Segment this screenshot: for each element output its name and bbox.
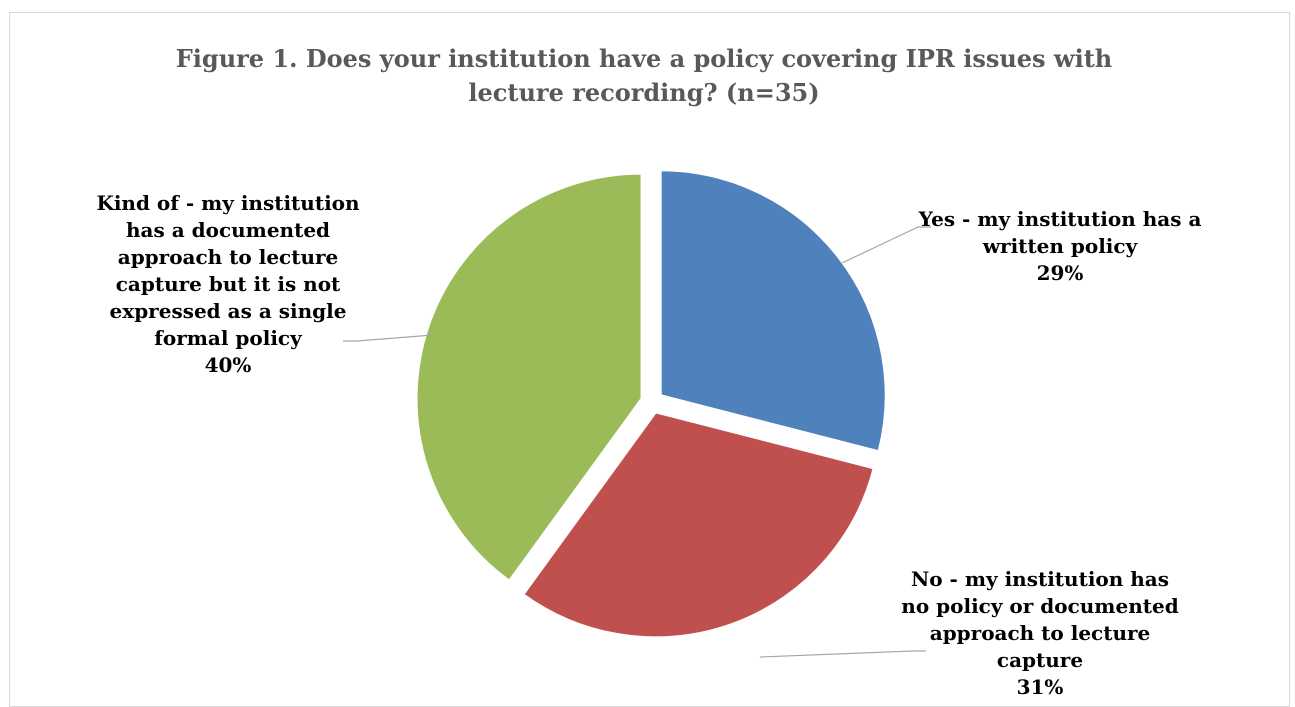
- leader-line-yes: [841, 226, 931, 264]
- leader-line-no: [759, 650, 926, 658]
- data-label-no: No - my institution has no policy or doc…: [895, 566, 1185, 701]
- leader-lines: [343, 226, 931, 658]
- data-label-yes-percent: 29%: [1036, 261, 1084, 285]
- data-label-kind-of: Kind of - my institution has a documente…: [88, 190, 368, 379]
- pie-slice-yes: [659, 169, 887, 453]
- data-label-yes-text: Yes - my institution has a written polic…: [918, 207, 1202, 258]
- pie-slices: [415, 169, 887, 639]
- pie-slice-no: [522, 411, 875, 639]
- data-label-kind-of-text: Kind of - my institution has a documente…: [96, 191, 360, 350]
- data-label-no-text: No - my institution has no policy or doc…: [901, 567, 1179, 672]
- leader-line-kind: [343, 334, 434, 342]
- data-label-no-percent: 31%: [1016, 675, 1064, 699]
- data-label-yes: Yes - my institution has a written polic…: [905, 206, 1215, 287]
- pie-slice-kind-of: [415, 172, 643, 583]
- chart-title: Figure 1. Does your institution have a p…: [175, 44, 1113, 107]
- data-label-kind-of-percent: 40%: [204, 353, 252, 377]
